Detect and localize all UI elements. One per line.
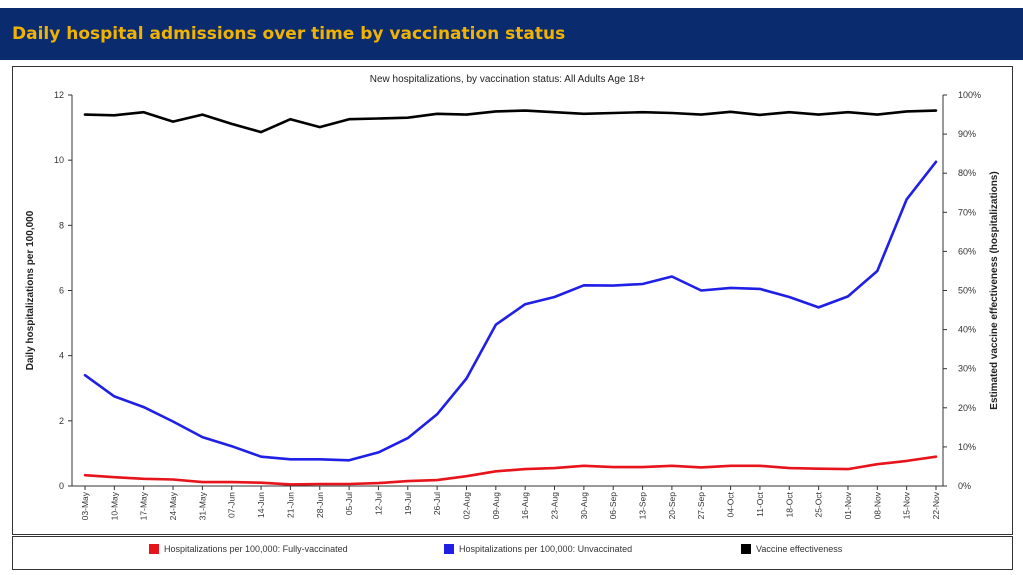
x-tick-label: 21-Jun xyxy=(285,492,295,518)
y2-tick-label: 100% xyxy=(958,90,981,100)
chart-legend: Hospitalizations per 100,000: Fully-vacc… xyxy=(12,536,1013,570)
y-tick-label: 10 xyxy=(54,155,64,165)
x-tick-label: 22-Nov xyxy=(931,491,941,519)
legend-label: Vaccine effectiveness xyxy=(756,544,843,554)
blue-swatch-icon xyxy=(444,544,454,554)
x-tick-label: 28-Jun xyxy=(315,492,325,518)
x-tick-label: 09-Aug xyxy=(491,492,501,520)
y-tick-label: 0 xyxy=(59,481,64,491)
x-tick-label: 01-Nov xyxy=(843,491,853,519)
y2-tick-label: 20% xyxy=(958,403,976,413)
y2-tick-label: 60% xyxy=(958,246,976,256)
x-tick-label: 18-Oct xyxy=(784,491,794,517)
x-tick-label: 11-Oct xyxy=(755,491,765,517)
page-title: Daily hospital admissions over time by v… xyxy=(12,24,566,44)
x-tick-label: 19-Jul xyxy=(403,492,413,515)
x-tick-label: 17-May xyxy=(139,491,149,520)
series-line-fully-vaccinated xyxy=(83,455,938,486)
y-tick-label: 8 xyxy=(59,220,64,230)
x-tick-label: 12-Jul xyxy=(373,492,383,515)
x-tick-label: 15-Nov xyxy=(902,491,912,519)
x-tick-label: 05-Jul xyxy=(344,492,354,515)
x-tick-label: 24-May xyxy=(168,491,178,520)
x-tick-label: 16-Aug xyxy=(520,492,530,520)
y2-axis-title: Estimated vaccine effectiveness (hospita… xyxy=(989,171,1000,409)
y-tick-label: 4 xyxy=(59,351,64,361)
x-tick-label: 27-Sep xyxy=(696,492,706,520)
y2-tick-label: 80% xyxy=(958,168,976,178)
line-chart: New hospitalizations, by vaccination sta… xyxy=(25,74,1000,520)
y2-tick-label: 10% xyxy=(958,442,976,452)
x-tick-label: 31-May xyxy=(197,491,207,520)
y2-tick-label: 40% xyxy=(958,325,976,335)
series-line-unvaccinated xyxy=(83,160,938,462)
red-swatch-icon xyxy=(149,544,159,554)
y2-tick-label: 70% xyxy=(958,207,976,217)
y2-tick-label: 90% xyxy=(958,129,976,139)
y-tick-label: 2 xyxy=(59,416,64,426)
x-tick-label: 07-Jun xyxy=(227,492,237,518)
x-tick-label: 13-Sep xyxy=(638,492,648,520)
legend-item-fully-vaccinated: Hospitalizations per 100,000: Fully-vacc… xyxy=(149,544,348,554)
y2-tick-label: 50% xyxy=(958,286,976,296)
y2-tick-label: 30% xyxy=(958,364,976,374)
header-banner: Daily hospital admissions over time by v… xyxy=(0,8,1023,60)
series-line-vaccine-effectiveness xyxy=(83,109,938,134)
x-tick-label: 10-May xyxy=(109,491,119,520)
x-tick-label: 02-Aug xyxy=(461,492,471,520)
x-tick-label: 25-Oct xyxy=(814,491,824,517)
black-swatch-icon xyxy=(741,544,751,554)
chart-frame: New hospitalizations, by vaccination sta… xyxy=(12,66,1013,535)
x-tick-label: 30-Aug xyxy=(579,492,589,520)
x-tick-label: 14-Jun xyxy=(256,492,266,518)
x-tick-label: 20-Sep xyxy=(667,492,677,520)
y-tick-label: 6 xyxy=(59,286,64,296)
legend-label: Hospitalizations per 100,000: Unvaccinat… xyxy=(459,544,633,554)
x-tick-label: 06-Sep xyxy=(608,492,618,520)
legend-label: Hospitalizations per 100,000: Fully-vacc… xyxy=(164,544,348,554)
y-axis-title: Daily hospitalizations per 100,000 xyxy=(25,210,36,370)
x-tick-label: 23-Aug xyxy=(550,492,560,520)
x-tick-label: 03-May xyxy=(80,491,90,520)
chart-title: New hospitalizations, by vaccination sta… xyxy=(370,74,646,85)
x-tick-label: 26-Jul xyxy=(432,492,442,515)
y-tick-label: 12 xyxy=(54,90,64,100)
legend-item-vaccine-effectiveness: Vaccine effectiveness xyxy=(741,544,842,554)
y2-tick-label: 0% xyxy=(958,481,971,491)
legend-item-unvaccinated: Hospitalizations per 100,000: Unvaccinat… xyxy=(444,544,632,554)
x-tick-label: 08-Nov xyxy=(872,491,882,519)
x-tick-label: 04-Oct xyxy=(726,491,736,517)
